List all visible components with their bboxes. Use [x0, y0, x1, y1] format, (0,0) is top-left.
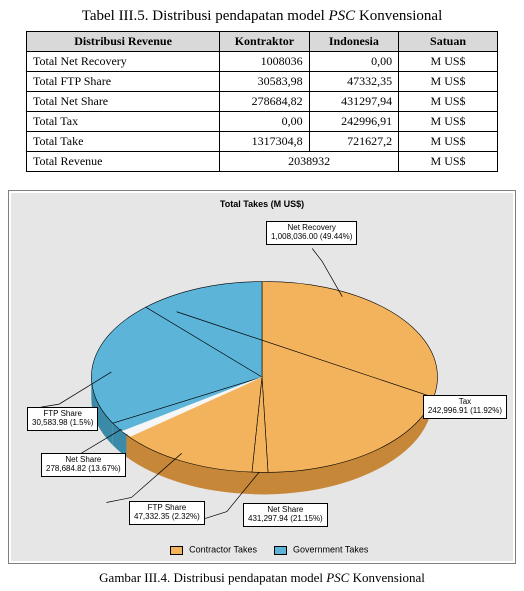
chart-panel: Total Takes (M US$) [11, 193, 513, 561]
caption-em: PSC [329, 8, 356, 24]
cell-unit: M US$ [399, 112, 498, 132]
figure-caption: Gambar III.4. Distribusi pendapatan mode… [0, 570, 524, 586]
lbl-line2: 431,297.94 (21.15%) [248, 514, 323, 523]
lbl-line1: Net Recovery [287, 223, 335, 232]
caption2-suffix: Konvensional [349, 570, 424, 585]
page-root: Tabel III.5. Distribusi pendapatan model… [0, 8, 524, 586]
legend-text-government: Government Takes [293, 545, 368, 555]
caption2-prefix: Gambar III.4. Distribusi pendapatan mode… [99, 570, 326, 585]
lbl-line2: 1,008,036.00 (49.44%) [271, 232, 352, 241]
caption-suffix: Konvensional [355, 8, 442, 24]
lbl-line1: FTP Share [148, 503, 187, 512]
cell-indonesia: 47332,35 [309, 72, 398, 92]
label-ftp-share-g: FTP Share 47,332.35 (2.32%) [129, 501, 205, 525]
cell-kontraktor: 30583,98 [220, 72, 309, 92]
cell-label: Total Revenue [27, 152, 220, 172]
table-row: Total FTP Share 30583,98 47332,35 M US$ [27, 72, 498, 92]
table-row: Total Net Recovery 1008036 0,00 M US$ [27, 52, 498, 72]
cell-kontraktor: 278684,82 [220, 92, 309, 112]
revenue-table: Distribusi Revenue Kontraktor Indonesia … [26, 31, 498, 172]
label-net-share-g: Net Share 431,297.94 (21.15%) [243, 503, 328, 527]
cell-label: Total Net Recovery [27, 52, 220, 72]
table-wrapper: Distribusi Revenue Kontraktor Indonesia … [0, 31, 524, 172]
table-caption: Tabel III.5. Distribusi pendapatan model… [0, 8, 524, 25]
caption2-em: PSC [326, 570, 349, 585]
cell-label: Total Net Share [27, 92, 220, 112]
th-indonesia: Indonesia [309, 32, 398, 52]
legend-swatch-contractor [170, 546, 183, 555]
th-distribusi: Distribusi Revenue [27, 32, 220, 52]
th-satuan: Satuan [399, 32, 498, 52]
cell-label: Total Tax [27, 112, 220, 132]
label-net-share-c: Net Share 278,684.82 (13.67%) [41, 453, 126, 477]
cell-label: Total FTP Share [27, 72, 220, 92]
cell-unit: M US$ [399, 152, 498, 172]
table-header-row: Distribusi Revenue Kontraktor Indonesia … [27, 32, 498, 52]
label-tax: Tax 242,996.91 (11.92%) [423, 395, 507, 419]
cell-unit: M US$ [399, 72, 498, 92]
th-kontraktor: Kontraktor [220, 32, 309, 52]
cell-kontraktor: 0,00 [220, 112, 309, 132]
cell-indonesia: 242996,91 [309, 112, 398, 132]
cell-total: 2038932 [220, 152, 399, 172]
lbl-line1: FTP Share [43, 409, 82, 418]
cell-kontraktor: 1008036 [220, 52, 309, 72]
cell-label: Total Take [27, 132, 220, 152]
lbl-line2: 47,332.35 (2.32%) [134, 512, 200, 521]
table-footer-row: Total Revenue 2038932 M US$ [27, 152, 498, 172]
lbl-line2: 278,684.82 (13.67%) [46, 464, 121, 473]
lbl-line1: Tax [459, 397, 471, 406]
lbl-line2: 242,996.91 (11.92%) [428, 406, 502, 415]
cell-indonesia: 0,00 [309, 52, 398, 72]
table-row: Total Take 1317304,8 721627,2 M US$ [27, 132, 498, 152]
cell-unit: M US$ [399, 92, 498, 112]
legend-swatch-government [274, 546, 287, 555]
chart-legend: Contractor Takes Government Takes [11, 544, 513, 555]
table-row: Total Tax 0,00 242996,91 M US$ [27, 112, 498, 132]
label-net-recovery: Net Recovery 1,008,036.00 (49.44%) [266, 221, 357, 245]
caption-prefix: Tabel III.5. Distribusi pendapatan model [82, 8, 329, 24]
lbl-line1: Net Share [65, 455, 101, 464]
lbl-line2: 30,583.98 (1.5%) [32, 418, 93, 427]
chart-frame: Total Takes (M US$) [8, 190, 516, 564]
label-ftp-share-c: FTP Share 30,583.98 (1.5%) [27, 407, 98, 431]
cell-kontraktor: 1317304,8 [220, 132, 309, 152]
cell-indonesia: 431297,94 [309, 92, 398, 112]
cell-unit: M US$ [399, 52, 498, 72]
pie-top [91, 282, 437, 473]
cell-indonesia: 721627,2 [309, 132, 398, 152]
legend-text-contractor: Contractor Takes [189, 545, 257, 555]
lbl-line1: Net Share [267, 505, 303, 514]
cell-unit: M US$ [399, 132, 498, 152]
table-row: Total Net Share 278684,82 431297,94 M US… [27, 92, 498, 112]
